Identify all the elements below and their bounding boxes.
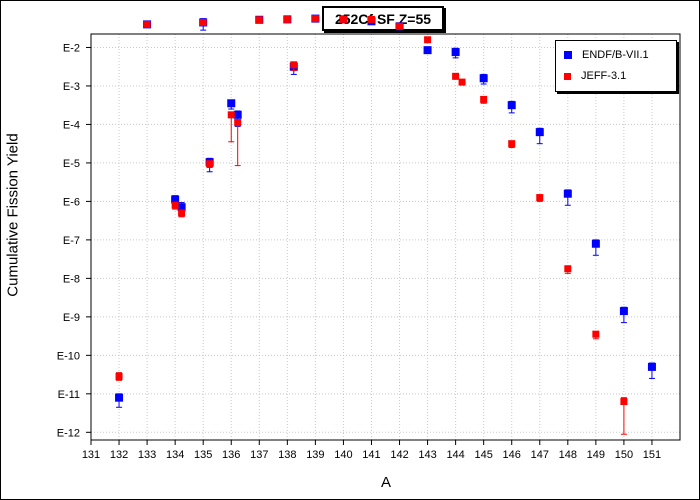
y-tick-label: E-4 bbox=[63, 119, 80, 131]
data-point-jeff bbox=[283, 15, 291, 23]
data-point-endf bbox=[233, 110, 242, 119]
data-point-endf bbox=[451, 48, 460, 57]
x-tick-label: 149 bbox=[587, 449, 605, 461]
data-point-jeff bbox=[458, 78, 466, 86]
data-point-endf bbox=[591, 239, 600, 248]
y-tick-label: E-7 bbox=[63, 235, 80, 247]
x-axis-label: A bbox=[380, 474, 392, 491]
data-point-endf bbox=[177, 203, 186, 212]
data-point-jeff bbox=[339, 15, 347, 23]
x-tick-label: 137 bbox=[250, 449, 268, 461]
y-tick-label: E-9 bbox=[63, 312, 80, 324]
x-tick-label: 148 bbox=[559, 449, 577, 461]
data-point-jeff bbox=[171, 201, 179, 209]
legend-swatch-endf bbox=[564, 51, 572, 59]
data-point-jeff bbox=[536, 194, 544, 202]
x-tick-label: 131 bbox=[82, 449, 100, 461]
legend-label-jeff: JEFF-3.1 bbox=[581, 70, 627, 82]
y-tick-label: E-3 bbox=[63, 81, 80, 93]
y-tick-label: E-6 bbox=[63, 196, 80, 208]
data-point-jeff bbox=[564, 265, 572, 273]
data-point-jeff bbox=[255, 16, 263, 24]
data-point-jeff bbox=[620, 398, 628, 406]
x-tick-label: 150 bbox=[615, 449, 633, 461]
data-point-endf bbox=[171, 195, 180, 204]
data-point-endf bbox=[563, 189, 572, 198]
x-tick-label: 144 bbox=[446, 449, 464, 461]
data-point-jeff bbox=[480, 95, 488, 103]
x-tick-label: 139 bbox=[306, 449, 324, 461]
data-point-endf bbox=[507, 101, 516, 110]
x-tick-label: 133 bbox=[138, 449, 156, 461]
x-tick-label: 146 bbox=[503, 449, 521, 461]
x-tick-label: 142 bbox=[390, 449, 408, 461]
data-point-endf bbox=[619, 307, 628, 316]
data-point-endf bbox=[423, 46, 432, 55]
data-point-jeff bbox=[178, 209, 186, 217]
data-point-endf bbox=[115, 393, 124, 402]
x-tick-label: 147 bbox=[531, 449, 549, 461]
data-point-jeff bbox=[367, 15, 375, 23]
x-tick-label: 134 bbox=[166, 449, 184, 461]
legend-label-endf: ENDF/B-VII.1 bbox=[582, 49, 649, 61]
x-tick-label: 135 bbox=[194, 449, 212, 461]
data-point-jeff bbox=[227, 111, 235, 119]
y-tick-label: E-8 bbox=[63, 273, 80, 285]
x-tick-label: 138 bbox=[278, 449, 296, 461]
y-tick-label: E-11 bbox=[58, 389, 80, 401]
x-tick-label: 140 bbox=[334, 449, 352, 461]
data-point-jeff bbox=[115, 373, 123, 381]
legend: ENDF/B-VII.1 JEFF-3.1 bbox=[555, 40, 677, 92]
data-point-endf bbox=[647, 362, 656, 371]
data-point-jeff bbox=[311, 15, 319, 23]
data-point-jeff bbox=[396, 22, 404, 30]
x-tick-label: 143 bbox=[418, 449, 436, 461]
data-point-jeff bbox=[206, 160, 214, 168]
y-tick-label: E-5 bbox=[63, 158, 80, 170]
y-tick-label: E-12 bbox=[57, 427, 80, 439]
plot-border bbox=[90, 33, 681, 441]
x-tick-label: 151 bbox=[643, 449, 661, 461]
data-point-jeff bbox=[508, 140, 516, 148]
data-point-jeff bbox=[290, 61, 298, 69]
x-tick-label: 141 bbox=[362, 449, 380, 461]
data-point-jeff bbox=[199, 18, 207, 26]
x-tick-label: 132 bbox=[110, 449, 128, 461]
data-point-endf bbox=[227, 99, 236, 108]
data-point-endf bbox=[479, 74, 488, 83]
legend-item-endf: ENDF/B-VII.1 bbox=[564, 49, 649, 61]
legend-swatch-jeff bbox=[564, 72, 571, 80]
data-point-jeff bbox=[424, 36, 432, 44]
x-tick-label: 136 bbox=[222, 449, 240, 461]
data-point-jeff bbox=[592, 330, 600, 338]
y-tick-label: E-10 bbox=[57, 350, 80, 362]
data-point-jeff bbox=[234, 119, 242, 127]
data-point-jeff bbox=[452, 72, 460, 80]
data-point-jeff bbox=[143, 20, 151, 28]
legend-item-jeff: JEFF-3.1 bbox=[564, 70, 626, 82]
chart-title: 252Cf SF Z=55 bbox=[322, 6, 444, 31]
y-tick-label: E-2 bbox=[63, 42, 80, 54]
x-tick-label: 145 bbox=[474, 449, 492, 461]
data-point-endf bbox=[535, 128, 544, 137]
